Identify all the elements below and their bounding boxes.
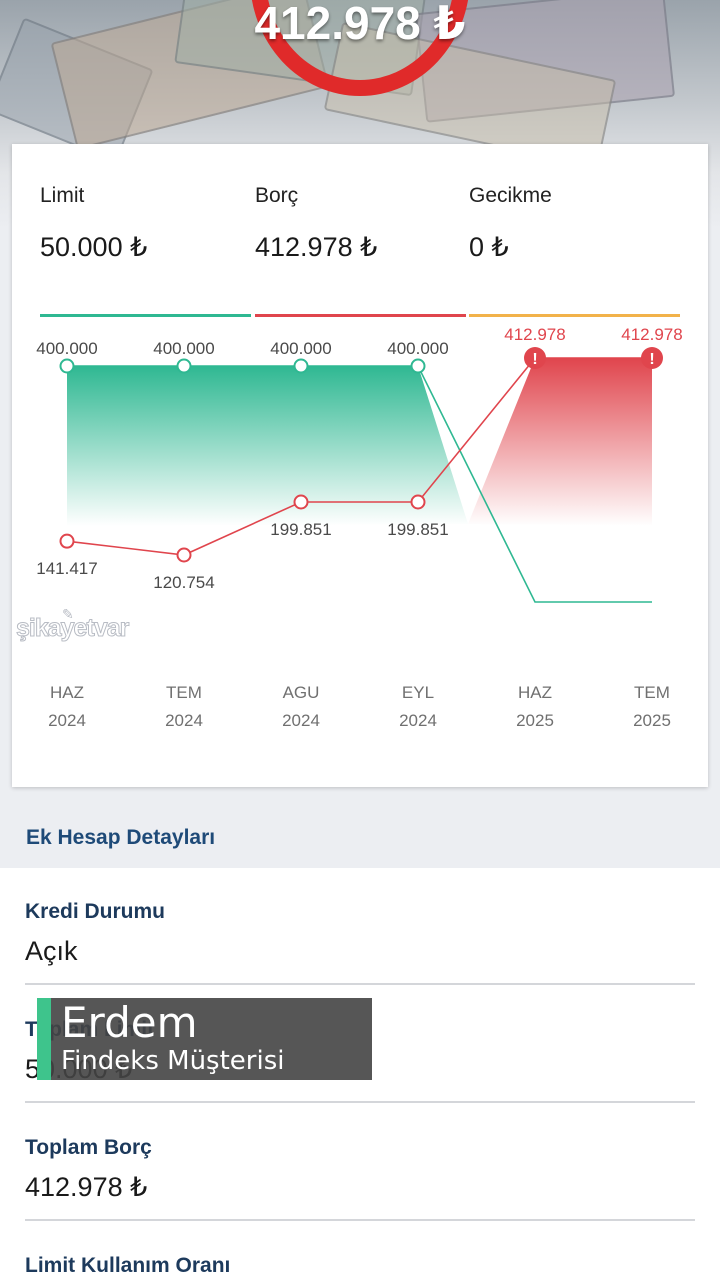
borc-value: 412.978 ₺: [255, 232, 378, 262]
gecikme-label: Gecikme: [469, 184, 552, 207]
limit-label: Limit: [40, 184, 85, 207]
x-tick-year: 2024: [282, 711, 320, 730]
x-tick-month: TEM: [166, 683, 202, 702]
divider: [25, 983, 695, 985]
limit-underline: [40, 314, 251, 317]
customer-name: Erdem: [61, 998, 198, 1047]
limit-data-label: 400.000: [387, 339, 448, 358]
customer-subtitle: Findeks Müşterisi: [61, 1046, 285, 1076]
detail-value: 412.978 ₺: [25, 1172, 148, 1202]
limit-data-point: [59, 358, 75, 374]
credit-summary-card: Limit 50.000 ₺ Borç 412.978 ₺ Gecikme 0 …: [12, 144, 708, 787]
detail-row-limit-kullanim: Limit Kullanım Oranı: [25, 1254, 695, 1278]
gecikme-value: 0 ₺: [469, 232, 509, 262]
divider: [25, 1101, 695, 1103]
borc-underline: [255, 314, 466, 317]
watermark-pen-icon: ✎: [62, 606, 74, 622]
limit-data-label: 400.000: [153, 339, 214, 358]
borc-label: Borç: [255, 184, 299, 207]
divider: [25, 1219, 695, 1221]
limit-data-label: 400.000: [36, 339, 97, 358]
alert-exclamation-icon: !: [649, 351, 654, 368]
detail-key: Limit Kullanım Oranı: [25, 1254, 231, 1277]
x-tick-month: HAZ: [518, 683, 552, 702]
debt-data-label: 199.851: [270, 520, 331, 539]
detail-key: Toplam Borç: [25, 1136, 152, 1159]
limit-data-point: [410, 358, 426, 374]
limit-value: 50.000 ₺: [40, 232, 148, 262]
debt-data-point: [293, 494, 309, 510]
detail-key: Kredi Durumu: [25, 900, 166, 923]
x-tick-year: 2025: [516, 711, 554, 730]
x-tick-month: TEM: [634, 683, 670, 702]
x-tick-month: AGU: [283, 683, 320, 702]
customer-caption-overlay: Erdem Findeks Müşterisi: [37, 998, 372, 1080]
debt-data-label: 412.978: [621, 325, 682, 344]
debt-data-point: [59, 533, 75, 549]
debt-data-label: 120.754: [153, 573, 214, 592]
detail-row-toplam-borc: Toplam Borç 412.978 ₺: [25, 1136, 695, 1221]
limit-summary[interactable]: Limit 50.000 ₺: [40, 184, 251, 317]
debt-alert-point: [641, 347, 663, 369]
watermark: şikayetvar: [15, 614, 129, 643]
limit-data-label: 400.000: [270, 339, 331, 358]
account-details: Kredi Durumu Açık Toplam Limit 50.000 ₺ …: [0, 868, 720, 1280]
debt-area: [468, 358, 652, 526]
detail-value: Açık: [25, 936, 78, 966]
gecikme-summary[interactable]: Gecikme 0 ₺: [469, 184, 680, 317]
x-tick-year: 2024: [48, 711, 86, 730]
x-tick-month: HAZ: [50, 683, 84, 702]
x-tick-year: 2024: [165, 711, 203, 730]
x-tick-year: 2025: [633, 711, 671, 730]
x-tick-year: 2024: [399, 711, 437, 730]
detail-row-kredi-durumu: Kredi Durumu Açık: [25, 900, 695, 985]
debt-alert-point: [524, 347, 546, 369]
caption-accent: [37, 998, 51, 1080]
debt-data-label: 199.851: [387, 520, 448, 539]
limit-debt-chart: 400.000 400.000 400.000 400.000 141.417 120.7…: [36, 325, 682, 730]
debt-data-label: 412.978: [504, 325, 565, 344]
limit-data-point: [293, 358, 309, 374]
total-debt-amount: 412.978 ₺: [254, 0, 466, 49]
debt-series-line: [66, 357, 652, 556]
limit-series-line: [67, 365, 652, 603]
debt-data-point: [176, 547, 192, 563]
debt-data-point: [410, 494, 426, 510]
debt-data-label: 141.417: [36, 559, 97, 578]
gecikme-underline: [469, 314, 680, 317]
section-title: Ek Hesap Detayları: [26, 826, 216, 849]
x-tick-month: EYL: [402, 683, 434, 702]
limit-data-point: [176, 358, 192, 374]
borc-summary[interactable]: Borç 412.978 ₺: [255, 184, 466, 317]
limit-area: [67, 366, 468, 526]
alert-exclamation-icon: !: [532, 351, 537, 368]
